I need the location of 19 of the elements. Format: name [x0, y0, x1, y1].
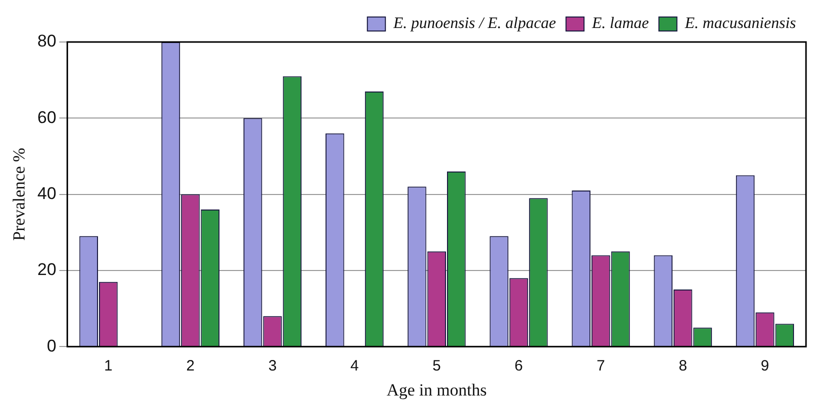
y-tick-label: 80	[37, 32, 56, 51]
legend-label: E. macusaniensis	[684, 15, 796, 32]
x-tick-label: 5	[432, 358, 441, 375]
x-tick-label: 3	[268, 358, 277, 375]
legend-label: E. punoensis / E. alpacae	[392, 15, 556, 32]
x-tick-label: 9	[760, 358, 770, 375]
x-tick-label: 7	[596, 358, 605, 375]
x-tick-label: 4	[350, 358, 359, 375]
y-axis-title: Prevalence %	[10, 148, 29, 241]
y-tick-label: 60	[37, 108, 56, 127]
x-tick-label: 2	[186, 358, 195, 375]
x-tick-label: 6	[514, 358, 523, 375]
y-tick-label: 0	[46, 336, 56, 356]
legend-label: E. lamae	[591, 15, 649, 32]
x-axis-title: Age in months	[386, 380, 487, 400]
x-tick-label: 8	[678, 358, 688, 375]
y-tick-label: 40	[37, 184, 56, 203]
y-tick-label: 20	[37, 260, 56, 280]
x-tick-label: 1	[104, 358, 113, 375]
